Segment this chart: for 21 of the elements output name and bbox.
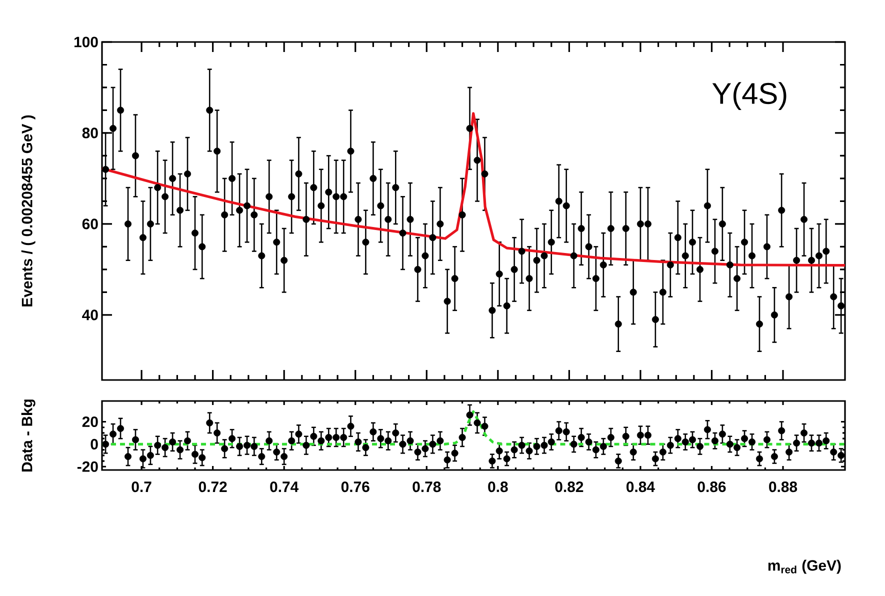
annotation: Υ(4S) [712, 82, 786, 110]
y-tick-label: 20 [82, 416, 98, 428]
x-tick-label: 0.78 [412, 482, 441, 492]
x-tick-label: 0.74 [270, 482, 299, 492]
y-tick-label: -20 [77, 461, 98, 472]
x-tick-label: 0.84 [626, 482, 655, 492]
x-axis-title: m$_{red}$ (GeV) [768, 560, 841, 574]
y-tick-label: 60 [82, 218, 98, 230]
y-tick-label: 100 [74, 36, 98, 48]
x-tick-label: 0.76 [341, 482, 370, 492]
y-tick-label: 0 [90, 438, 98, 450]
x-tick-label: 0.8 [488, 482, 508, 492]
x-tick-label: 0.88 [769, 482, 798, 492]
y-tick-label: 40 [82, 310, 98, 320]
x-tick-label: 0.7 [132, 482, 152, 492]
y-axis-title: Events / ( 0.00208455 GeV ) [21, 115, 36, 306]
y-axis-title: Data - Bkg [21, 400, 36, 472]
x-tick-label: 0.72 [198, 482, 227, 492]
x-tick-label: 0.82 [555, 482, 584, 492]
x-tick-label: 0.86 [698, 482, 726, 492]
y-tick-label: 80 [82, 128, 98, 138]
